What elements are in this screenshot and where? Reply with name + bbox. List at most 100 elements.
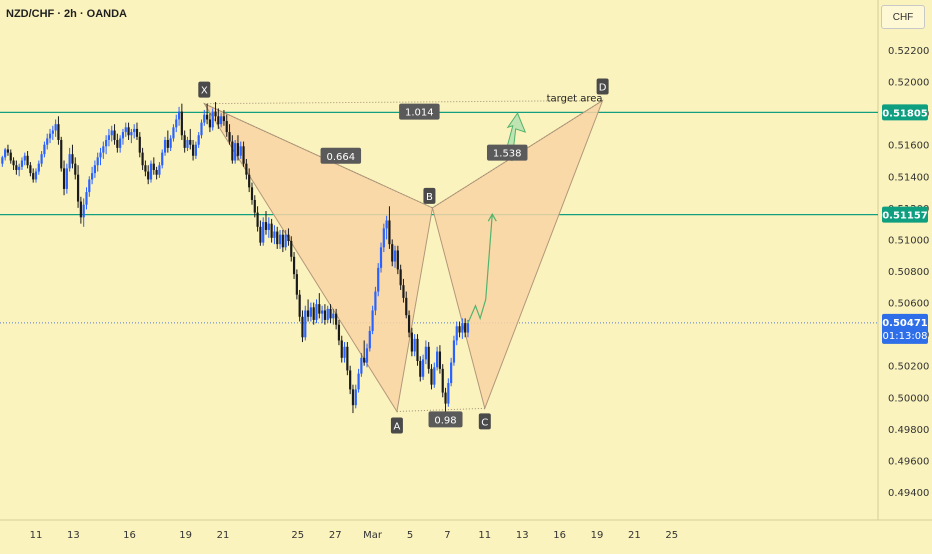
candle-up (421, 359, 425, 377)
pattern-ratio-line (396, 407, 485, 412)
harmonic-pattern (202, 99, 604, 413)
candle-up (267, 223, 270, 230)
candle-up (65, 168, 68, 189)
candle-down (180, 111, 183, 136)
candle-down (76, 174, 80, 202)
currency-button[interactable]: CHF (881, 5, 925, 29)
candle-down (464, 323, 467, 333)
candle-up (121, 132, 125, 139)
candle-down (312, 307, 315, 320)
candle-down (438, 351, 442, 369)
x-tick-label: 5 (407, 530, 413, 541)
candle-down (236, 143, 240, 156)
candle-up (175, 119, 178, 128)
candle-down (335, 313, 338, 325)
candle-up (51, 130, 54, 134)
candle-up (382, 228, 385, 248)
point-label-b: B (426, 192, 433, 203)
candle-up (149, 163, 153, 180)
candle-down (248, 174, 251, 188)
candle-down (62, 168, 66, 189)
candle-down (405, 297, 408, 316)
candle-down (231, 141, 234, 161)
candle-down (217, 116, 220, 125)
candle-up (54, 124, 57, 131)
candle-down (340, 340, 343, 358)
ratio-label: 0.664 (326, 152, 355, 163)
candle-up (186, 139, 189, 148)
x-tick-label: 25 (291, 530, 304, 541)
candle-up (321, 310, 324, 314)
candle-up (447, 383, 450, 404)
candle-up (343, 346, 346, 358)
x-tick-label: 11 (478, 530, 491, 541)
time-axis[interactable]: 11 13 16 19 21 25 27 Mar 5 7 11 13 16 19 21 25 (30, 530, 679, 541)
point-badge-d (596, 78, 609, 95)
candle-up (393, 250, 397, 262)
candle-up (234, 143, 237, 161)
candle-down (228, 132, 231, 142)
candle-up (68, 154, 71, 169)
candle-down (323, 310, 327, 320)
candle-up (273, 231, 276, 238)
grid-lines (0, 0, 932, 521)
ratio-badge (486, 144, 528, 161)
candle-down (410, 332, 413, 352)
candle-up (194, 144, 197, 156)
candle-up (371, 310, 374, 331)
candle-down (399, 269, 402, 286)
candle-down (259, 226, 262, 243)
candle-up (163, 139, 167, 153)
candle-up (133, 128, 136, 133)
candle-up (304, 310, 307, 338)
candle-down (242, 146, 245, 164)
candle-down (388, 220, 391, 245)
candle-up (450, 362, 453, 384)
candle-up (82, 204, 85, 218)
point-label-d: D (599, 83, 607, 94)
candle-down (183, 135, 186, 148)
candle-down (74, 163, 77, 175)
y-tick-label: 0.50000 (888, 393, 929, 404)
price-axis[interactable]: 0.522000.520000.518000.516000.514000.512… (882, 46, 929, 499)
candle-up (365, 348, 369, 363)
candle-up (119, 138, 122, 148)
candle-down (444, 392, 447, 404)
candle-up (48, 133, 52, 139)
candle-up (452, 340, 456, 363)
candle-down (306, 310, 310, 317)
candle-down (60, 139, 63, 169)
point-label-a: A (393, 421, 400, 432)
candle-down (79, 201, 82, 218)
x-tick-label: 27 (329, 530, 342, 541)
candle-up (466, 323, 470, 333)
level-price-badge (882, 104, 928, 121)
point-badge-a (390, 417, 403, 434)
candle-down (225, 121, 228, 133)
current-price-badge (882, 313, 928, 344)
candle-down (416, 338, 419, 361)
x-tick-label: 16 (553, 530, 566, 541)
pattern-triangle-xab (202, 102, 433, 413)
candle-up (177, 111, 181, 120)
pattern-ratio-line (432, 100, 603, 209)
candle-down (9, 152, 12, 161)
candle-up (413, 338, 416, 352)
candle-down (250, 187, 254, 200)
candle-up (368, 330, 371, 349)
candle-down (12, 160, 15, 166)
candle-up (37, 163, 40, 172)
x-tick-label: 19 (179, 530, 192, 541)
candle-up (18, 166, 21, 170)
candle-down (116, 139, 119, 148)
pattern-ratio-line (204, 100, 603, 105)
point-badge-c (478, 413, 491, 430)
y-tick-label: 0.52200 (888, 46, 929, 57)
candle-up (239, 146, 242, 156)
y-tick-label: 0.51600 (888, 141, 929, 152)
candle-up (85, 192, 88, 205)
candle-down (222, 116, 226, 122)
candle-down (113, 130, 116, 140)
